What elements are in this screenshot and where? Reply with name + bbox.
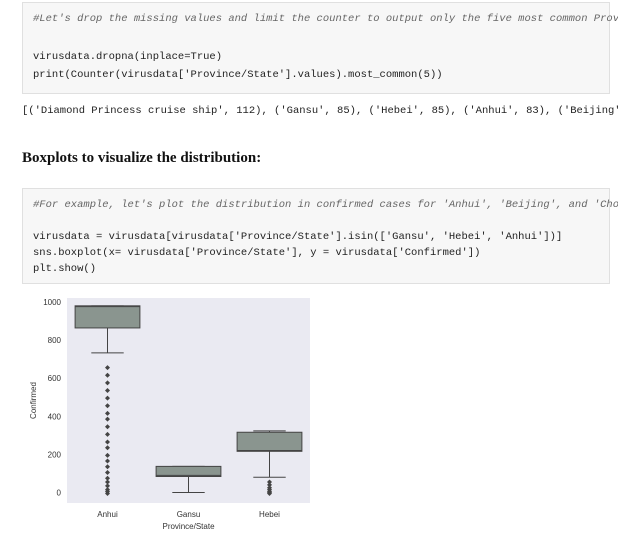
- comment: #For example, let's plot the distributio…: [33, 199, 618, 211]
- x-tick-label: Anhui: [97, 510, 118, 519]
- box: [236, 431, 303, 452]
- y-tick-label: 200: [48, 450, 62, 459]
- outlier: [105, 365, 110, 371]
- code-cell: #For example, let's plot the distributio…: [22, 188, 618, 284]
- box: [74, 305, 141, 329]
- outlier: [267, 490, 272, 496]
- y-tick-label: 800: [48, 336, 62, 345]
- outlier: [105, 439, 110, 445]
- outlier: [105, 475, 110, 481]
- outlier: [105, 416, 110, 422]
- output: [('Diamond Princess cruise ship', 112), …: [22, 105, 618, 117]
- box: [155, 465, 222, 477]
- y-tick-label: 0: [57, 489, 62, 498]
- outlier: [105, 445, 110, 451]
- x-tick-label: Gansu: [177, 510, 201, 519]
- outlier: [105, 424, 110, 430]
- y-axis-label: Confirmed: [29, 382, 38, 419]
- code-line: plt.show(): [33, 263, 97, 275]
- outlier: [105, 380, 110, 386]
- outlier: [105, 395, 110, 401]
- outlier: [105, 387, 110, 393]
- comment: #Let's drop the missing values and limit…: [33, 13, 618, 25]
- outlier: [105, 458, 110, 464]
- outlier: [105, 464, 110, 470]
- heading: Boxplots to visualize the distribution:: [22, 150, 262, 166]
- code-line: virusdata = virusdata[virusdata['Provinc…: [33, 231, 563, 243]
- outlier: [105, 403, 110, 409]
- x-tick-label: Hebei: [259, 510, 280, 519]
- outlier: [105, 469, 110, 475]
- code-cell: #Let's drop the missing values and limit…: [22, 2, 618, 94]
- y-tick-label: 600: [48, 374, 62, 383]
- outlier: [105, 452, 110, 458]
- outlier: [105, 490, 110, 496]
- chart: 0 200 400 600 800 1000 Confirmed Province/State…: [29, 298, 310, 531]
- outlier: [105, 479, 110, 485]
- outlier: [105, 372, 110, 378]
- code-line: sns.boxplot(x= virusdata['Province/State…: [33, 247, 481, 259]
- y-tick-label: 1000: [43, 298, 61, 307]
- outlier: [105, 431, 110, 437]
- code-line: print(Counter(virusdata['Province/State'…: [33, 69, 443, 81]
- outlier: [267, 479, 272, 485]
- outlier: [105, 483, 110, 489]
- code-line: virusdata.dropna(inplace=True): [33, 51, 223, 63]
- y-tick-label: 400: [48, 412, 62, 421]
- x-axis-label: Province/State: [162, 522, 215, 531]
- outlier: [105, 410, 110, 416]
- outlier: [267, 482, 272, 488]
